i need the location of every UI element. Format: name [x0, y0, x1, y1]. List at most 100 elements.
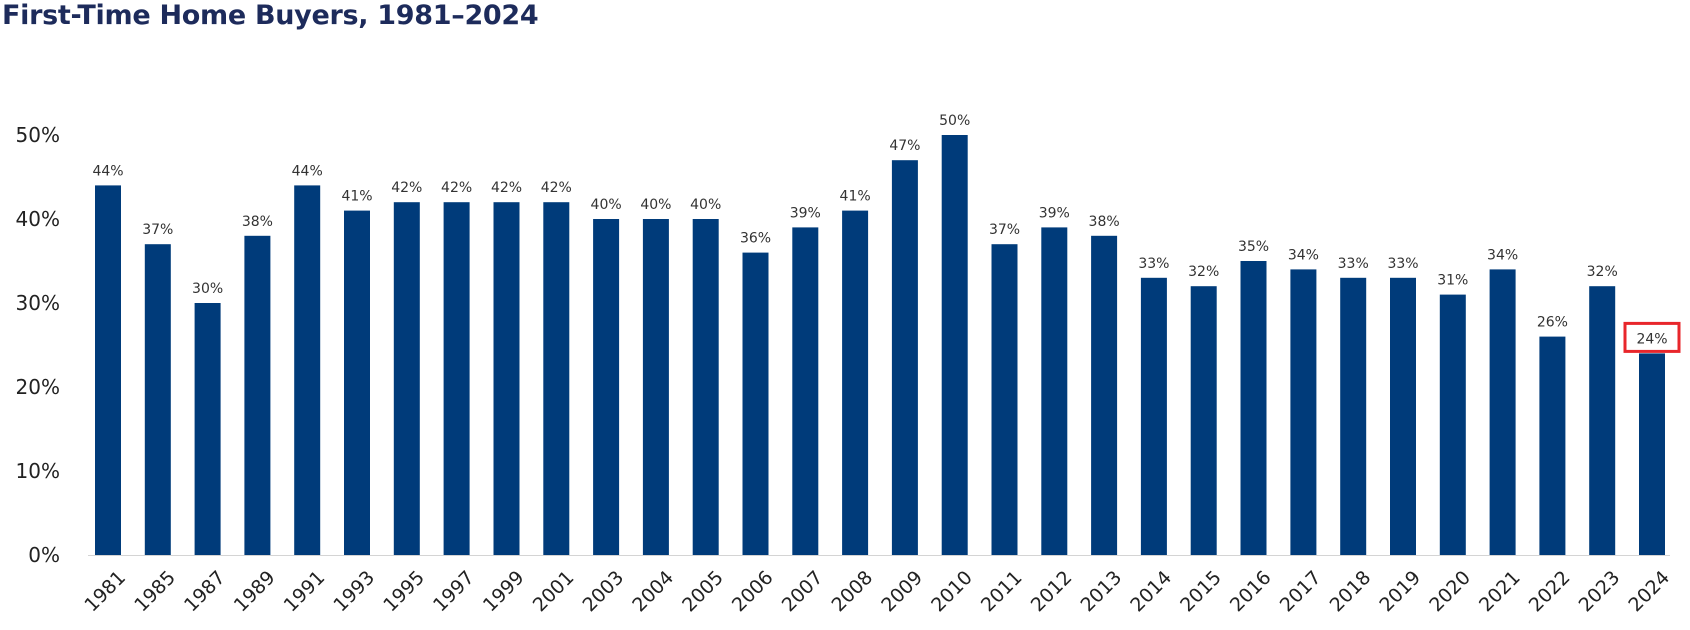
data-label: 42%: [541, 180, 572, 196]
bar: [593, 219, 620, 555]
x-tick-label: 2023: [1575, 567, 1625, 617]
bar: [493, 202, 520, 555]
highlight-backing: [1625, 323, 1679, 352]
x-tick-label: 1997: [429, 567, 479, 617]
data-label: 37%: [142, 222, 173, 238]
x-tick-label: 1995: [379, 567, 429, 617]
x-tick-label: 1991: [280, 567, 330, 617]
data-label: 41%: [341, 189, 372, 205]
bar: [891, 160, 918, 555]
bar: [792, 227, 819, 555]
x-tick-label: 2014: [1126, 567, 1176, 617]
bar: [1140, 277, 1167, 555]
data-label: 37%: [989, 222, 1020, 238]
x-axis: 1981 1985 1987 1989 1991 1993 1995 1997 1999 2001…: [80, 555, 1674, 617]
x-tick-label: 2018: [1326, 567, 1376, 617]
data-label: 44%: [292, 163, 323, 179]
data-label: 33%: [1338, 256, 1369, 272]
x-tick-label: 2001: [529, 567, 579, 617]
data-label: 35%: [1238, 239, 1269, 255]
data-label: 42%: [491, 180, 522, 196]
data-label: 42%: [391, 180, 422, 196]
x-tick-label: 2016: [1226, 567, 1276, 617]
data-label: 38%: [1089, 214, 1120, 230]
x-tick-label: 2012: [1027, 567, 1077, 617]
data-label: 42%: [441, 180, 472, 196]
x-tick-label: 2024: [1624, 567, 1674, 617]
bar: [1390, 277, 1416, 555]
bar: [244, 235, 271, 556]
bars-group: [95, 135, 1665, 556]
y-tick-label: 10%: [16, 459, 60, 483]
x-tick-label: 2022: [1525, 567, 1575, 617]
data-label: 33%: [1138, 256, 1169, 272]
x-tick-label: 1981: [80, 567, 130, 617]
data-label: 50%: [939, 113, 970, 129]
bar: [742, 252, 769, 555]
data-label: 47%: [889, 138, 920, 154]
y-tick-label: 40%: [16, 207, 60, 231]
bar: [692, 219, 719, 555]
x-tick-label: 2004: [628, 567, 678, 617]
bar: [842, 210, 869, 555]
data-label: 32%: [1188, 264, 1219, 280]
data-label: 40%: [640, 197, 671, 213]
y-axis: 0% 10% 20% 30% 40% 50%: [16, 123, 60, 567]
x-tick-label: 2007: [778, 567, 828, 617]
y-tick-label: 0%: [28, 543, 60, 567]
bar: [294, 185, 321, 555]
bar: [543, 202, 570, 555]
bar: [642, 219, 669, 555]
data-label: 24%: [1636, 331, 1667, 347]
x-tick-label: 2021: [1475, 567, 1525, 617]
x-tick-label: 1985: [130, 567, 180, 617]
y-tick-label: 30%: [16, 291, 60, 315]
x-tick-label: 1989: [230, 567, 280, 617]
bar: [1439, 294, 1466, 555]
bar: [1589, 286, 1616, 555]
data-label: 34%: [1288, 247, 1319, 263]
data-label: 34%: [1487, 247, 1518, 263]
bar: [1639, 353, 1665, 555]
x-tick-label: 2006: [728, 567, 778, 617]
bar: [443, 202, 470, 555]
x-tick-label: 2020: [1425, 567, 1475, 617]
x-tick-label: 2015: [1176, 567, 1226, 617]
x-tick-label: 1999: [479, 567, 529, 617]
y-tick-label: 20%: [16, 375, 60, 399]
highlight-box: [1623, 321, 1681, 353]
data-label: 26%: [1537, 315, 1568, 331]
x-tick-label: 2003: [578, 567, 628, 617]
bar: [1340, 277, 1367, 555]
x-tick-label: 2008: [827, 567, 877, 617]
bar: [344, 210, 370, 555]
x-tick-label: 2009: [877, 567, 927, 617]
x-tick-label: 1993: [329, 567, 379, 617]
bar: [1091, 235, 1118, 556]
data-label: 40%: [690, 197, 721, 213]
x-tick-label: 2017: [1276, 567, 1326, 617]
x-tick-label: 2013: [1076, 567, 1126, 617]
y-tick-label: 50%: [16, 123, 60, 147]
bar: [991, 244, 1018, 555]
data-label: 41%: [840, 189, 871, 205]
data-label: 44%: [92, 163, 123, 179]
data-label: 31%: [1437, 273, 1468, 289]
bar: [1539, 336, 1566, 555]
data-label: 30%: [192, 281, 223, 297]
bar: [194, 303, 221, 555]
bar: [393, 202, 420, 555]
x-tick-label: 2005: [678, 567, 728, 617]
data-label: 33%: [1387, 256, 1418, 272]
data-label: 39%: [790, 205, 821, 221]
bar: [941, 135, 968, 555]
bar: [144, 244, 171, 555]
data-label: 32%: [1587, 264, 1618, 280]
x-tick-label: 2011: [977, 567, 1027, 617]
data-label: 38%: [242, 214, 273, 230]
data-label: 39%: [1039, 205, 1070, 221]
x-tick-label: 1987: [180, 567, 230, 617]
bar: [1240, 261, 1267, 555]
data-label: 40%: [591, 197, 622, 213]
